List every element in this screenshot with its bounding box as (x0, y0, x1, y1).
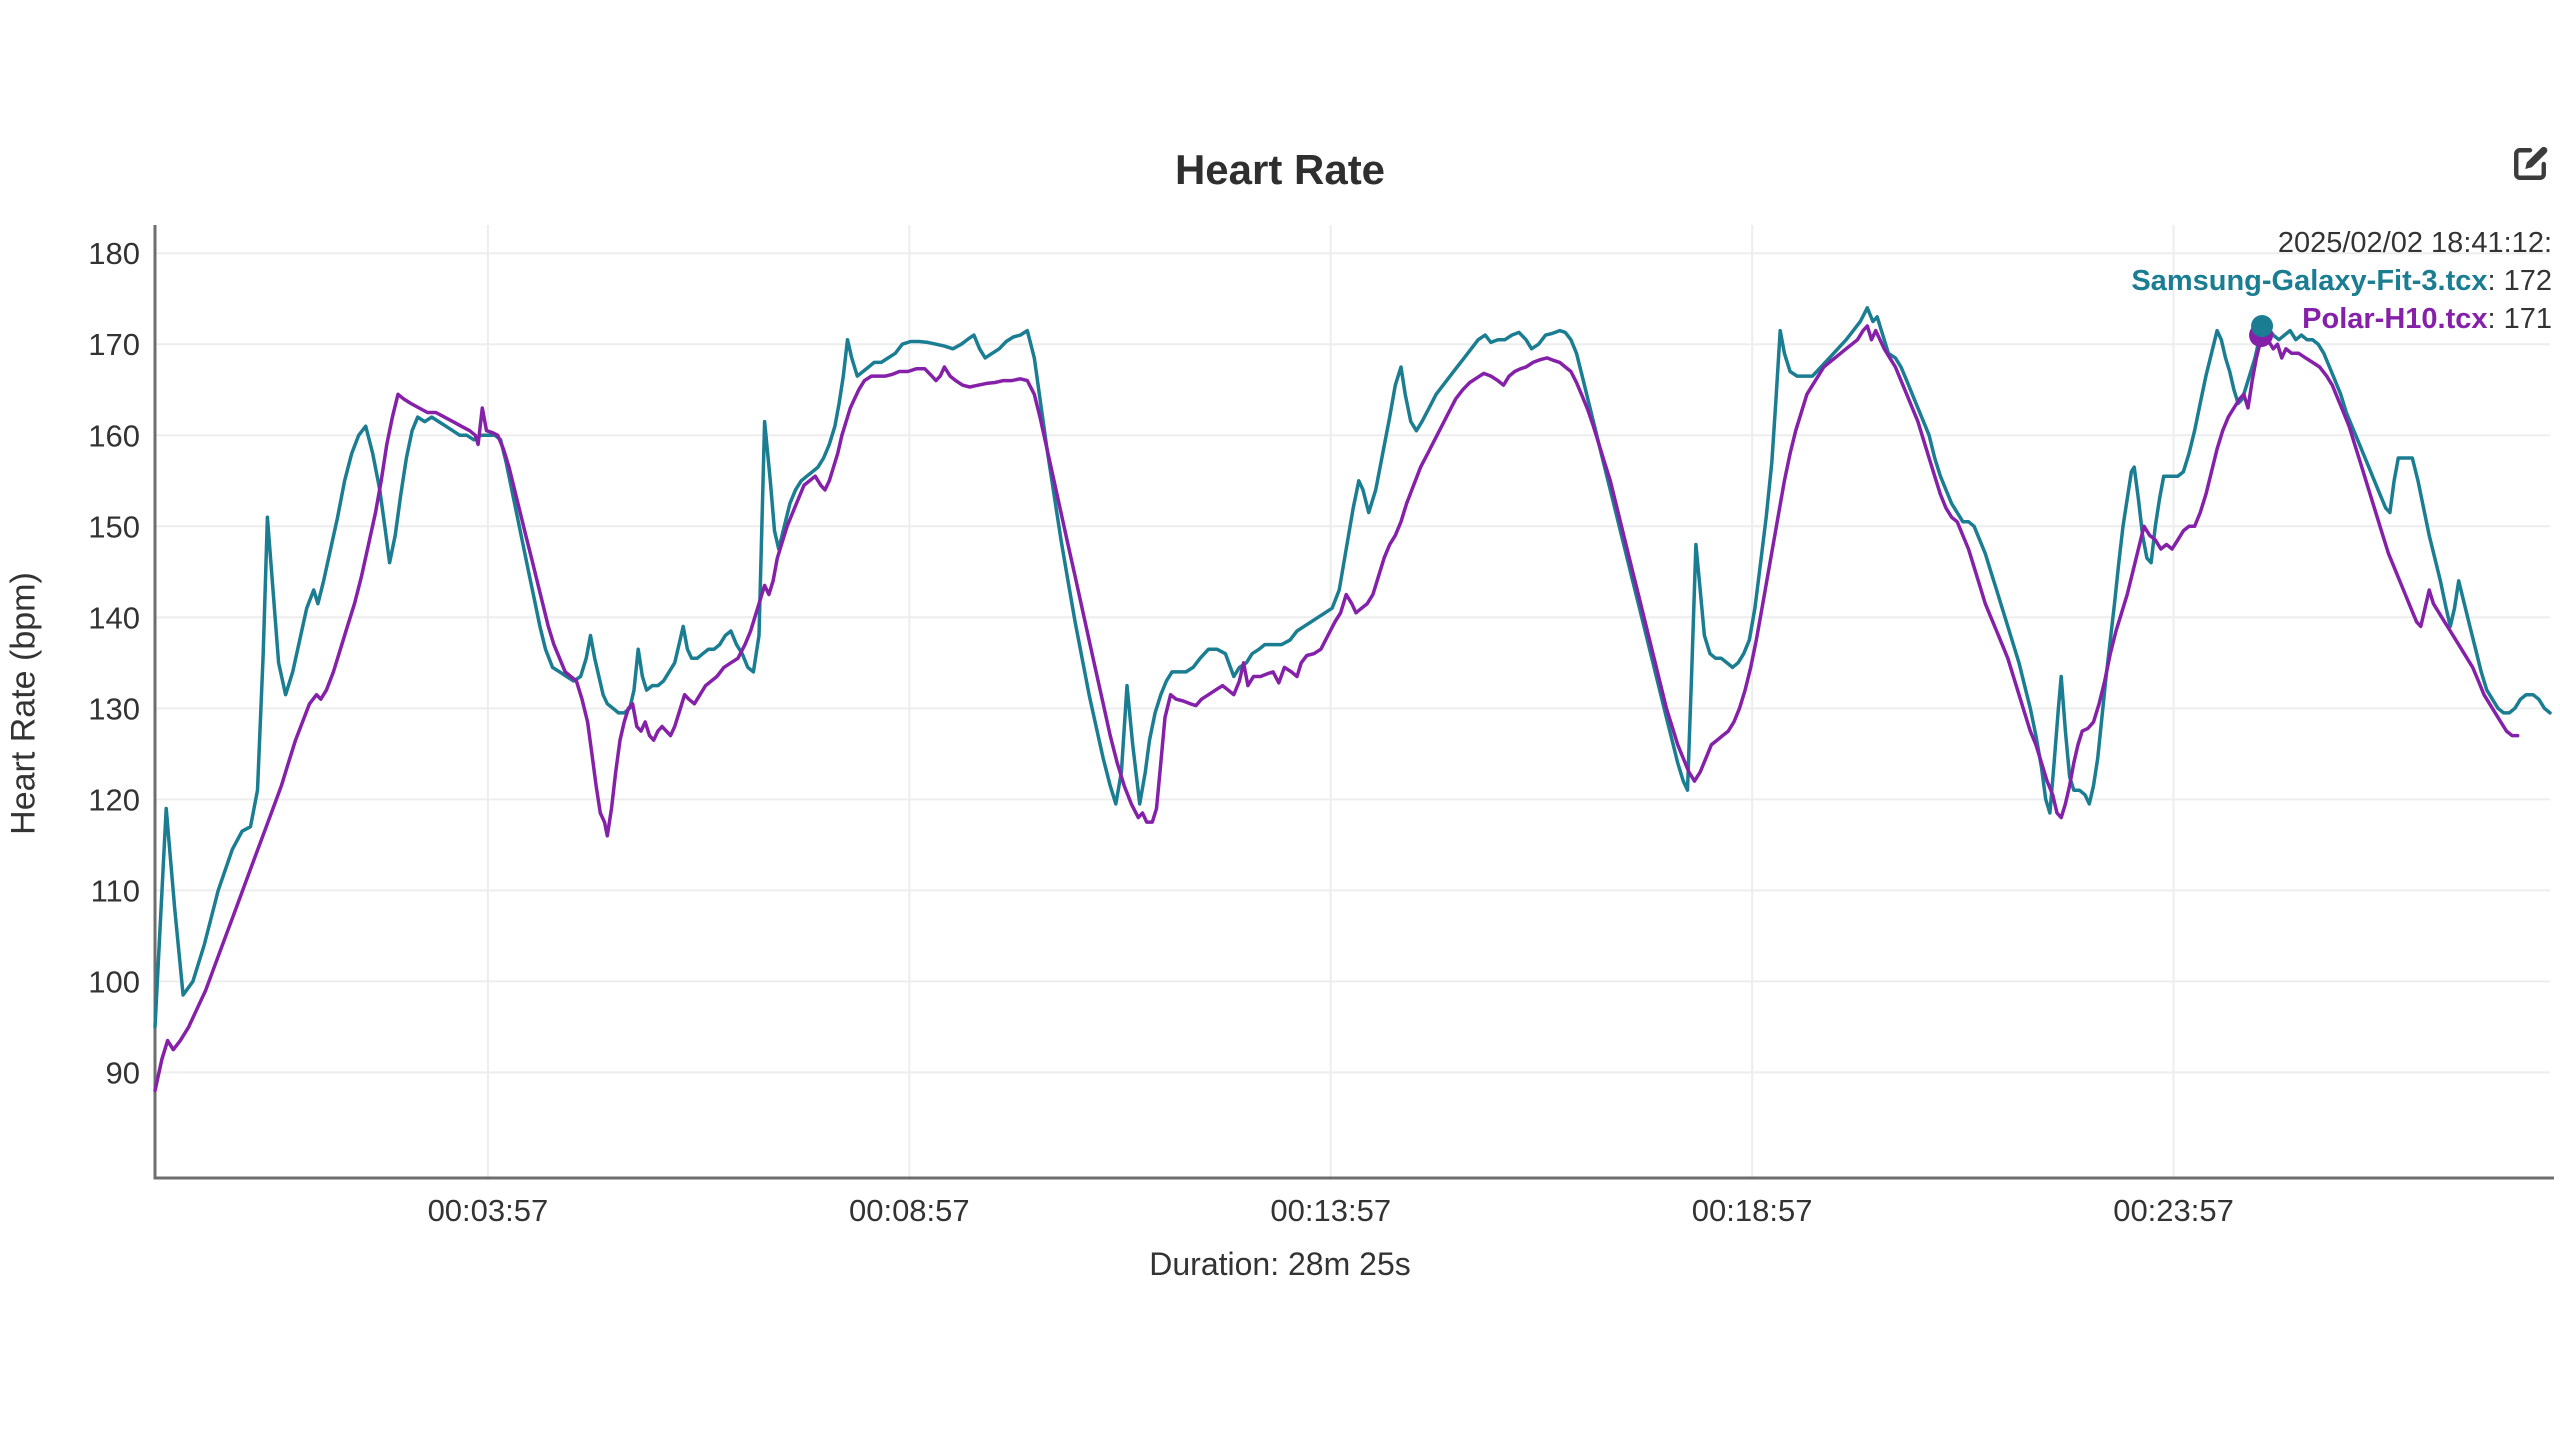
edit-button[interactable] (2508, 142, 2552, 186)
x-tick-label: 00:03:57 (428, 1193, 549, 1228)
y-tick-label: 160 (88, 418, 140, 453)
y-tick-label: 120 (88, 782, 140, 817)
chart-title: Heart Rate (1174, 146, 1386, 193)
hover-tooltip: 2025/02/02 18:41:12: Samsung-Galaxy-Fit-… (2131, 224, 2552, 338)
tooltip-timestamp: 2025/02/02 18:41:12: (2277, 227, 2552, 259)
y-tick-label: 170 (88, 327, 140, 362)
y-tick-label: 150 (88, 509, 140, 544)
tooltip-series-name-polar: Polar-H10.tcx (2302, 303, 2488, 335)
tooltip-series-name-samsung: Samsung-Galaxy-Fit-3.tcx (2131, 265, 2488, 297)
x-tick-label: 00:23:57 (2113, 1193, 2234, 1228)
x-axis-title: Duration: 28m 25s (1149, 1246, 1411, 1282)
tooltip-series-value-samsung: : 172 (2487, 265, 2553, 297)
y-tick-label: 90 (106, 1055, 140, 1090)
edit-icon (2514, 146, 2548, 180)
x-tick-label: 00:18:57 (1692, 1193, 1813, 1228)
x-tick-label: 00:13:57 (1270, 1193, 1391, 1228)
y-tick-label: 110 (91, 873, 140, 908)
y-tick-label: 180 (88, 236, 140, 271)
x-tick-label: 00:08:57 (849, 1193, 970, 1228)
hover-point-samsung (2251, 315, 2274, 338)
tooltip-row-samsung: Samsung-Galaxy-Fit-3.tcx: 172 (2131, 262, 2552, 300)
y-tick-label: 100 (88, 964, 140, 999)
series-line-samsung[interactable] (153, 306, 2552, 1029)
tooltip-series-value-polar: : 171 (2487, 303, 2553, 335)
y-tick-label: 140 (88, 600, 140, 635)
series-line-polar[interactable] (153, 324, 2520, 1093)
tooltip-row-polar: Polar-H10.tcx: 171 (2131, 300, 2552, 338)
y-tick-label: 130 (88, 691, 140, 726)
